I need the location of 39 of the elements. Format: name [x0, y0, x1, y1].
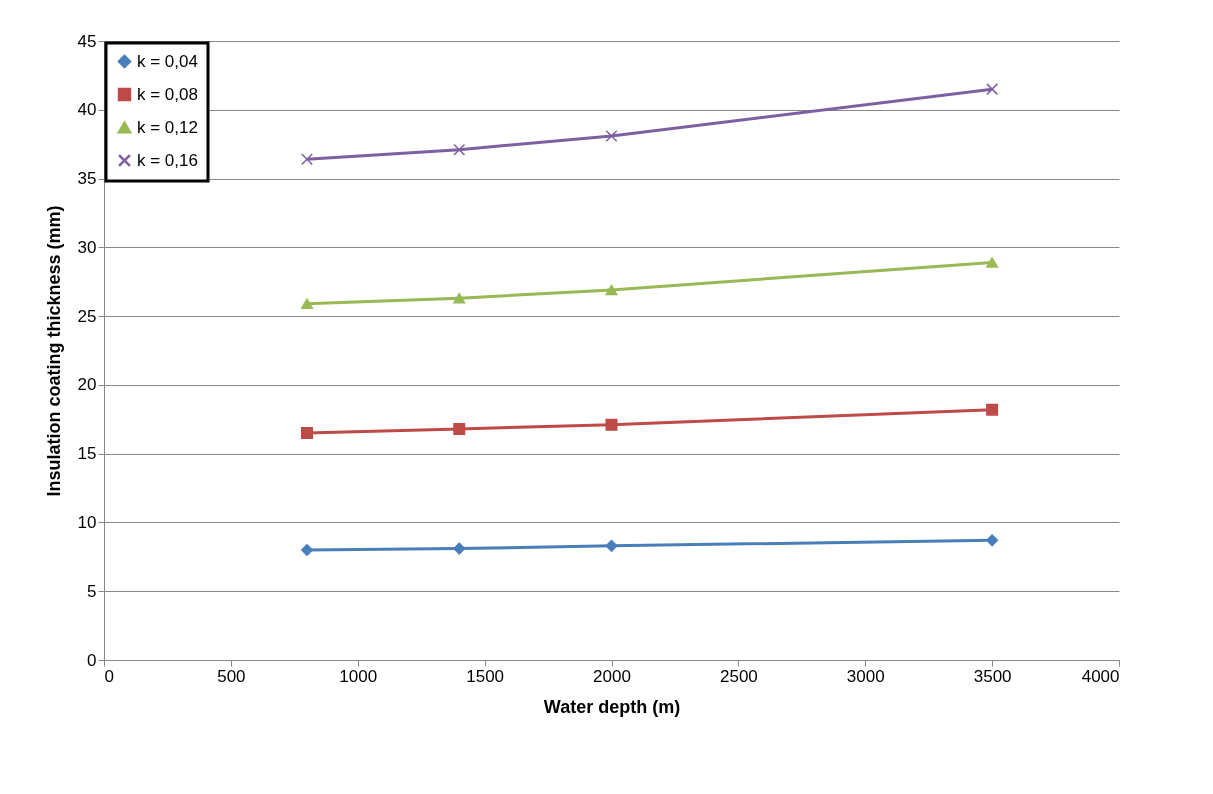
point: [986, 403, 999, 416]
y-tick-label: 20: [77, 375, 97, 395]
y-axis-title: Insulation coating thickness (mm): [43, 205, 64, 497]
legend-label: k = 0,12: [137, 117, 198, 137]
point: [453, 422, 466, 435]
y-tick-label: 15: [77, 444, 97, 464]
point: [301, 153, 313, 166]
legend-label: k = 0,04: [137, 51, 198, 71]
point: [986, 83, 999, 96]
point: [453, 292, 466, 304]
x-tick-label: 4000: [1081, 666, 1120, 686]
y-tick-label: 5: [87, 581, 97, 601]
point: [605, 539, 618, 552]
y-tick-label: 0: [87, 650, 97, 670]
point: [453, 143, 466, 156]
x-tick-label: 3500: [973, 666, 1012, 686]
y-tick-label: 45: [77, 31, 97, 51]
x-tick-label: 2500: [719, 666, 758, 686]
x-tick-label: 2000: [593, 666, 631, 686]
point: [986, 257, 999, 268]
y-tick-label: 30: [77, 237, 97, 257]
x-tick-label: 0: [104, 666, 114, 686]
y-tick-label: 25: [77, 306, 97, 326]
point: [453, 542, 466, 555]
y-tick-label: 40: [77, 100, 97, 120]
y-tick-label: 35: [77, 169, 97, 189]
point: [605, 129, 618, 142]
legend-label: k = 0,08: [137, 84, 198, 104]
x-axis-title: Water depth (m): [543, 696, 681, 717]
legend-label: k = 0,16: [137, 150, 198, 170]
x-tick-label: 1500: [466, 666, 505, 686]
x-tick-label: 500: [217, 666, 246, 686]
y-tick-label: 10: [77, 512, 97, 532]
point: [986, 534, 999, 547]
x-tick-label: 3000: [846, 666, 885, 686]
point: [301, 427, 313, 440]
point: [301, 543, 313, 556]
x-tick-label: 1000: [339, 666, 378, 686]
point: [605, 418, 618, 431]
